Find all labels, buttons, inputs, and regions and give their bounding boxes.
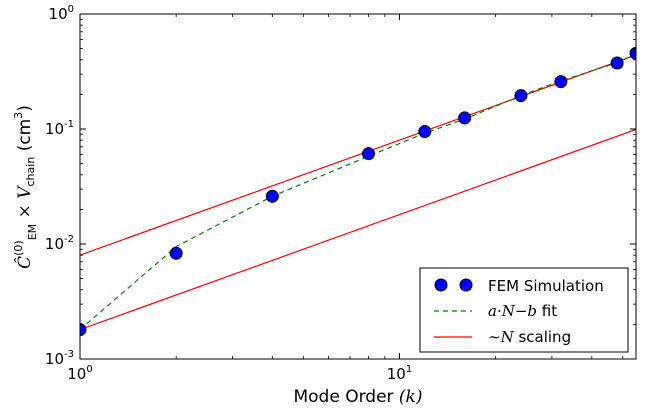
fem-data-point [169,246,183,260]
fem-data-point [458,111,472,125]
fem-data-point [514,89,528,103]
y-tick-label: 10-2 [45,234,74,253]
legend-entry-fit: a·N−b fit [434,302,557,320]
x-tick-label: 101 [387,364,412,383]
legend-entry-scaling: ∼N scaling [434,328,571,346]
fit-line [80,53,636,331]
legend-box [419,267,629,353]
y-tick-label: 10-1 [45,119,74,138]
y-tick-label: 100 [49,4,74,23]
y-tick-label: 10-3 [45,349,74,368]
legend-marker-fem [459,278,473,292]
fem-data-point [418,125,432,139]
fem-data-point [610,56,624,70]
fem-data-point [80,323,87,337]
scaling-line [80,54,636,256]
plot-frame [79,13,637,360]
scaling-line [80,128,636,331]
x-tick-label: 100 [67,364,92,383]
x-axis-label: Mode Order (k) [293,387,422,407]
series-layer [80,46,636,337]
legend-entry-fem: FEM Simulation [434,277,604,295]
ticks-layer: 100 101 10-3 10-2 10-1 100 [45,4,636,383]
legend-marker-fem [434,278,448,292]
legend-label-fit: a·N−b fit [488,302,557,320]
fem-data-point [554,75,568,89]
y-axis-label: Ĉ(0)EM × Vchain (cm3) [12,105,39,269]
fem-data-point [629,46,636,60]
fem-data-point [362,147,376,161]
legend: FEM Simulation a·N−b fit ∼N scaling [419,267,629,353]
legend-label-scaling: ∼N scaling [488,328,571,346]
legend-label-fem: FEM Simulation [488,277,604,295]
fem-data-point [265,189,279,203]
